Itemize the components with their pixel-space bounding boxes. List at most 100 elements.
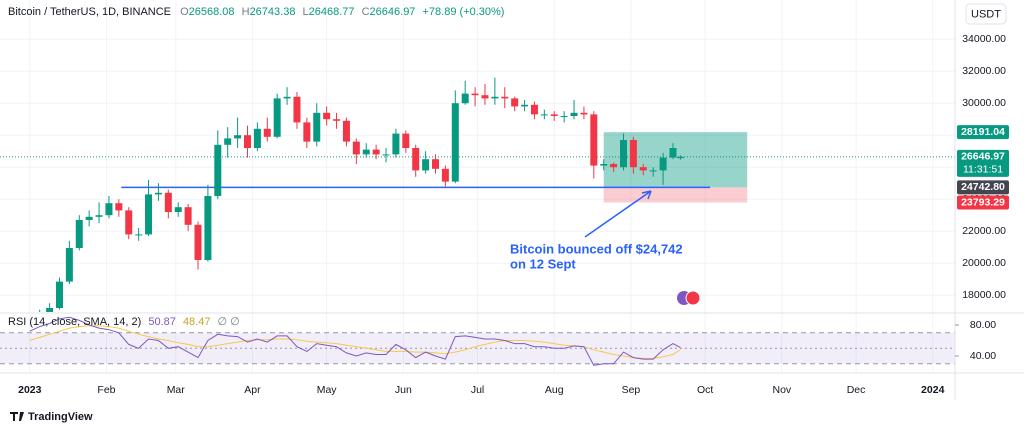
candle-body	[560, 116, 568, 117]
candle-body	[441, 168, 449, 182]
candle-body	[135, 234, 143, 236]
candle-body	[184, 207, 192, 225]
candle-body	[224, 138, 232, 145]
brand: TradingView	[28, 411, 93, 423]
candle-body	[174, 207, 182, 212]
event-icon[interactable]	[685, 290, 701, 306]
candle-body	[382, 154, 390, 156]
rsi-extra: ∅ ∅	[218, 316, 240, 328]
candle-body	[629, 140, 637, 168]
rsi-tick-label: 80.00	[970, 319, 996, 331]
candle-body	[540, 114, 548, 116]
h-label: H	[242, 6, 250, 18]
annotation: on 12 Sept	[510, 256, 576, 271]
candle-body	[639, 167, 647, 171]
candle-body	[352, 141, 360, 155]
candle-body	[412, 148, 420, 171]
candle-body	[669, 148, 677, 158]
candle-body	[451, 103, 459, 182]
x-tick-label: 2023	[18, 384, 42, 396]
y-tick-label: 30000.00	[962, 97, 1006, 109]
annotation-arrow	[584, 190, 652, 238]
rsi-value: 50.87	[148, 316, 176, 328]
x-tick-label: Dec	[847, 384, 866, 396]
candle-body	[125, 210, 133, 235]
currency-button[interactable]	[965, 3, 1007, 25]
candle-body	[530, 104, 538, 115]
rsi-title: RSI (14, close, SMA, 14, 2)	[8, 316, 141, 328]
candle-body	[392, 133, 400, 155]
countdown: 11:31:51	[963, 164, 1003, 176]
header: Bitcoin / TetherUS, 1D, BINANCE O26568.0…	[8, 6, 504, 18]
candle-body	[105, 203, 113, 216]
candle-body	[402, 133, 410, 148]
candle-body	[85, 216, 93, 220]
target-zone	[603, 132, 748, 188]
candle-body	[55, 281, 63, 308]
last-price-bg	[957, 149, 1009, 177]
candle-body	[342, 120, 350, 142]
candle-body	[115, 203, 123, 211]
stop-label-bg	[957, 195, 1009, 210]
entry-label-bg	[957, 180, 1009, 195]
candle-body	[253, 128, 261, 148]
symbol: Bitcoin / TetherUS, 1D, BINANCE	[8, 6, 171, 18]
candle-body	[75, 220, 83, 248]
candle-body	[521, 104, 529, 107]
candle-body	[65, 248, 73, 282]
candle-body	[610, 164, 618, 168]
candle-body	[194, 224, 202, 260]
rsi-tick-label: 40.00	[970, 350, 996, 362]
candle-body	[481, 95, 489, 99]
currency-label[interactable]: USDT	[971, 8, 1001, 20]
candle-body	[154, 192, 162, 195]
candle-body	[659, 157, 667, 171]
candle-body	[471, 93, 479, 96]
y-tick-label: 20000.00	[962, 257, 1006, 269]
x-tick-label: Mar	[167, 384, 186, 396]
candle-body	[273, 98, 281, 137]
candle-body	[580, 112, 588, 115]
y-tick-label: 22000.00	[962, 225, 1006, 237]
candle-body	[649, 170, 657, 172]
change: +78.89 (+0.30%)	[423, 6, 505, 18]
candle-body	[234, 135, 242, 139]
candle-body	[422, 159, 430, 171]
candle-body	[372, 149, 380, 155]
x-tick-label: Sep	[622, 384, 641, 396]
candle-body	[293, 96, 301, 123]
stop-label: 23793.29	[961, 196, 1005, 208]
annotation-arrowhead	[641, 190, 652, 200]
candle-body	[313, 112, 321, 142]
candle-body	[570, 112, 578, 116]
l-value: 26468.77	[309, 6, 355, 18]
y-tick-label: 32000.00	[962, 65, 1006, 77]
last-price-label: 26646.97	[961, 151, 1005, 163]
y-tick-label: 18000.00	[962, 289, 1006, 301]
rsi-header: RSI (14, close, SMA, 14, 2) 50.87 48.47 …	[8, 316, 240, 328]
candle-body	[323, 112, 331, 120]
candle-body	[676, 156, 684, 159]
candle-body	[303, 122, 311, 142]
candle-body	[333, 119, 341, 121]
candle-body	[511, 98, 519, 107]
candle-body	[243, 135, 251, 148]
x-tick-label: 2024	[921, 384, 945, 396]
o-label: O	[180, 6, 189, 18]
x-tick-label: Jul	[471, 384, 484, 396]
candle-body	[263, 128, 271, 137]
grid	[0, 0, 955, 372]
stop-zone	[603, 187, 748, 203]
brand-logo	[10, 412, 24, 421]
entry-label: 24742.80	[961, 181, 1005, 193]
candle-body	[164, 192, 172, 212]
candle-body	[283, 96, 291, 99]
x-tick-label: Nov	[772, 384, 791, 396]
o-value: 26568.08	[189, 6, 235, 18]
candle-body	[431, 159, 439, 169]
candle-body	[95, 215, 103, 217]
candle-body	[501, 96, 509, 99]
candle-body	[362, 149, 370, 155]
